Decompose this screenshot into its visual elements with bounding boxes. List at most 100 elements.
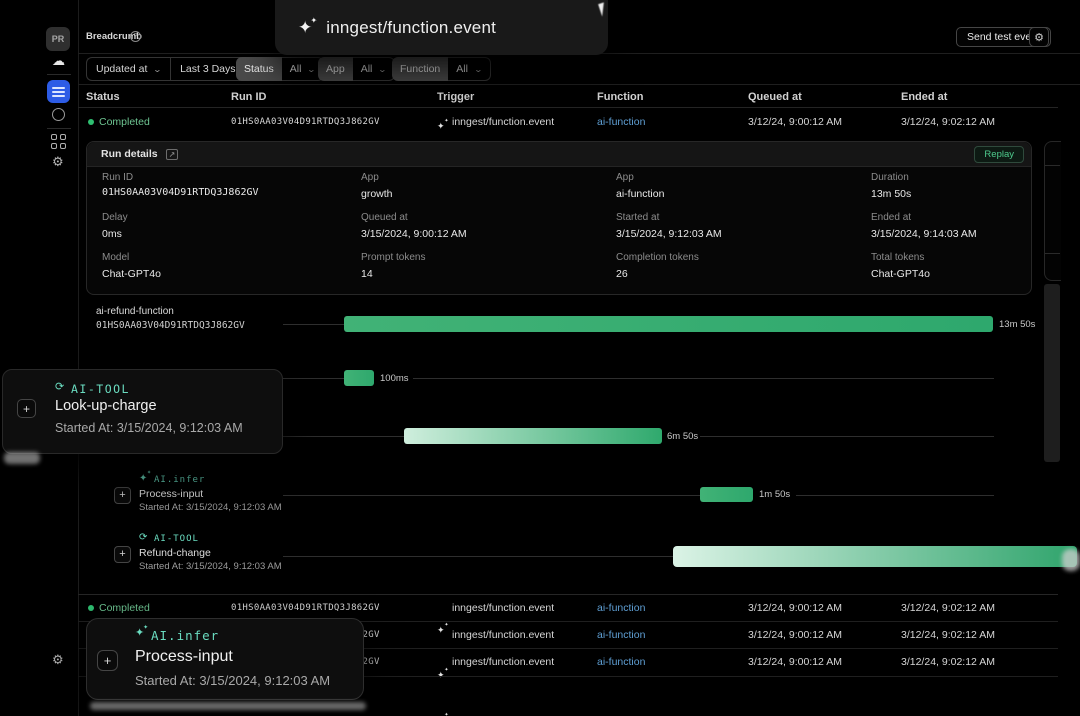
field-value: Chat-GPT4o: [871, 268, 930, 280]
ended-value: 3/12/24, 9:02:12 AM: [901, 602, 995, 614]
run-id-value: 01HS0AA03V04D91RTDQ3J862GV: [231, 603, 380, 613]
status-filter-label: Status: [236, 57, 282, 81]
external-link-icon[interactable]: ↗: [165, 148, 179, 160]
field-value: 01HS0AA03V04D91RTDQ3J862GV: [102, 187, 259, 198]
cloud-icon[interactable]: ☁: [52, 53, 65, 68]
tooltip-started: Started At: 3/15/2024, 9:12:03 AM: [135, 673, 331, 688]
status-value: Completed: [99, 116, 150, 128]
timeline-track: [413, 378, 994, 379]
settings-button[interactable]: ⚙: [1029, 27, 1049, 47]
field-label: Started at: [616, 212, 660, 223]
col-function: Function: [597, 91, 644, 103]
gear-icon-bottom[interactable]: ⚙: [52, 652, 64, 667]
status-dot: [88, 119, 94, 125]
repeat-icon: ⟳: [139, 532, 148, 543]
sparkles-icon: ✦: [298, 16, 318, 38]
send-test-event-button[interactable]: Send test event: [956, 27, 1051, 47]
field-value: 0ms: [102, 228, 122, 240]
function-link[interactable]: ai-function: [616, 188, 665, 200]
sidebar-divider: [78, 0, 79, 716]
timeline-track: [283, 324, 344, 325]
span-tag: AI.infer: [154, 475, 206, 485]
tooltip-name: Look-up-charge: [55, 398, 157, 414]
status-filter-value: All: [289, 63, 302, 75]
function-filter[interactable]: Function All ⌄: [392, 57, 491, 81]
col-run-id: Run ID: [231, 91, 267, 103]
tooltip-name: Process-input: [135, 648, 233, 665]
status-filter[interactable]: Status All ⌄: [236, 57, 325, 81]
field-value: 14: [361, 268, 373, 280]
app-link[interactable]: growth: [361, 188, 393, 200]
sort-range-filter[interactable]: Updated at⌄ Last 3 Days⌄: [86, 57, 260, 81]
event-title-card: ✦ inngest/function.event: [275, 0, 608, 55]
runs-list-button[interactable]: [47, 80, 70, 103]
scrollbar-thumb[interactable]: [1044, 284, 1060, 462]
field-label: Prompt tokens: [361, 252, 426, 263]
trigger-value: inngest/function.event: [452, 116, 555, 128]
glow-artifact: [90, 702, 366, 710]
next-card-edge: [1044, 141, 1061, 281]
span-duration: 1m 50s: [759, 489, 791, 500]
trigger-value: inngest/function.event: [452, 629, 555, 641]
divider: [78, 594, 1058, 595]
sparkles-icon: ✦: [437, 667, 448, 681]
breadcrumb: Breadcrumb: [86, 31, 142, 42]
chevron-down-icon: ⌄: [473, 64, 483, 74]
col-status: Status: [86, 91, 120, 103]
sparkles-icon: ✦: [135, 625, 149, 639]
sidebar-separator: [47, 128, 71, 129]
run-id-value: 01HS0AA03V04D91RTDQ3J862GV: [231, 117, 380, 127]
app-filter-label: App: [318, 57, 353, 81]
timeline-track: [283, 378, 344, 379]
chevron-down-icon: ⌄: [153, 64, 163, 74]
app-filter[interactable]: App All ⌄: [318, 57, 396, 81]
expand-button[interactable]: +: [17, 399, 36, 418]
function-link[interactable]: ai-function: [597, 116, 646, 128]
table-row[interactable]: Completed 01HS0AA03V04D91RTDQ3J862GV ✦ i…: [0, 18, 1080, 635]
span-bar[interactable]: [344, 370, 374, 386]
ended-value: 3/12/24, 9:02:12 AM: [901, 629, 995, 641]
field-label: App: [361, 172, 379, 183]
step-tooltip-process-input: ✦ AI.infer + Process-input Started At: 3…: [86, 618, 364, 700]
span-bar[interactable]: [404, 428, 662, 444]
field-label: App: [616, 172, 634, 183]
chevron-down-icon: ⌄: [378, 64, 388, 74]
timeline-track: [283, 556, 673, 557]
gear-icon[interactable]: ⚙: [52, 154, 64, 169]
trigger-value: inngest/function.event: [452, 602, 555, 614]
chevron-down-icon: ⌄: [307, 64, 317, 74]
span-bar[interactable]: [673, 546, 1077, 567]
expand-button[interactable]: +: [114, 487, 131, 504]
info-icon[interactable]: ?: [130, 31, 141, 42]
function-link[interactable]: ai-function: [597, 602, 646, 614]
avatar[interactable]: PR: [46, 27, 70, 51]
span-bar[interactable]: [344, 316, 993, 332]
expand-button[interactable]: +: [114, 546, 131, 563]
function-link[interactable]: ai-function: [597, 629, 646, 641]
field-label: Ended at: [871, 212, 912, 223]
app-filter-value: All: [360, 63, 373, 75]
field-value: 3/15/2024, 9:14:03 AM: [871, 228, 977, 240]
timeline-track: [700, 436, 994, 437]
col-trigger: Trigger: [437, 91, 475, 103]
table-row[interactable]: Completed 01HS0AA03V04D91RTDQ3J862GV ✦ i…: [0, 0, 1080, 131]
sparkles-icon: ✦: [437, 622, 448, 636]
expand-button[interactable]: +: [97, 650, 118, 671]
timeline-track: [283, 495, 700, 496]
ended-value: 3/12/24, 9:02:12 AM: [901, 116, 995, 128]
cursor-artifact: [1062, 549, 1080, 571]
span-bar[interactable]: [700, 487, 753, 502]
tooltip-tag: AI-TOOL: [71, 382, 130, 396]
span-name: ai-refund-function: [96, 306, 174, 317]
span-name: Refund-change: [139, 547, 211, 559]
sync-icon[interactable]: [52, 108, 65, 121]
sidebar-separator: [47, 74, 71, 75]
status-dot: [88, 605, 94, 611]
tooltip-tag: AI.infer: [151, 628, 220, 643]
function-link[interactable]: ai-function: [597, 656, 646, 668]
apps-icon[interactable]: [51, 134, 67, 150]
span-name: Process-input: [139, 488, 204, 500]
replay-button[interactable]: Replay: [974, 145, 1024, 163]
timeline-track: [796, 495, 994, 496]
